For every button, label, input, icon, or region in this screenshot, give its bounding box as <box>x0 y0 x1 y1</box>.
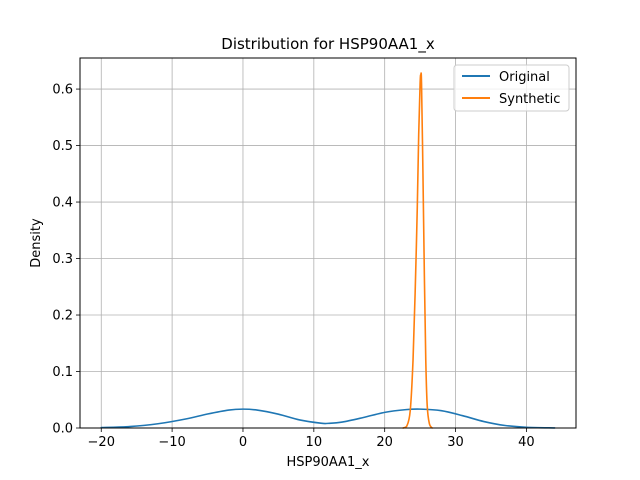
x-tick-label: 10 <box>306 435 323 450</box>
x-axis-label: HSP90AA1_x <box>286 455 369 470</box>
chart-title: Distribution for HSP90AA1_x <box>221 35 435 54</box>
x-tick-label: 0 <box>239 435 247 450</box>
series-lines <box>100 72 556 429</box>
y-tick-label: 0.4 <box>52 196 73 211</box>
y-tick-label: 0.1 <box>52 365 73 380</box>
x-tick-label: −10 <box>158 435 185 450</box>
x-tick-label: 40 <box>518 435 535 450</box>
series-line-synthetic <box>402 72 433 429</box>
legend-label-original: Original <box>499 70 550 85</box>
y-tick-label: 0.3 <box>52 252 73 267</box>
y-tick-label: 0.0 <box>52 422 73 437</box>
plot-frame <box>79 57 577 429</box>
series-line-original <box>100 408 556 429</box>
y-tick-label: 0.2 <box>52 309 73 324</box>
x-tick-label: 30 <box>447 435 464 450</box>
x-tick-label: 20 <box>376 435 393 450</box>
legend-label-synthetic: Synthetic <box>499 92 560 107</box>
legend: Original Synthetic <box>453 64 570 112</box>
y-tick-label: 0.5 <box>52 139 73 154</box>
y-axis-label: Density <box>29 218 44 268</box>
y-tick-label: 0.6 <box>52 83 73 98</box>
axis-ticks: −20 −10 0 10 20 30 40 0.0 0.1 0.2 0.3 0.4 0.5 0.6 <box>52 83 534 450</box>
x-tick-label: −20 <box>88 435 115 450</box>
